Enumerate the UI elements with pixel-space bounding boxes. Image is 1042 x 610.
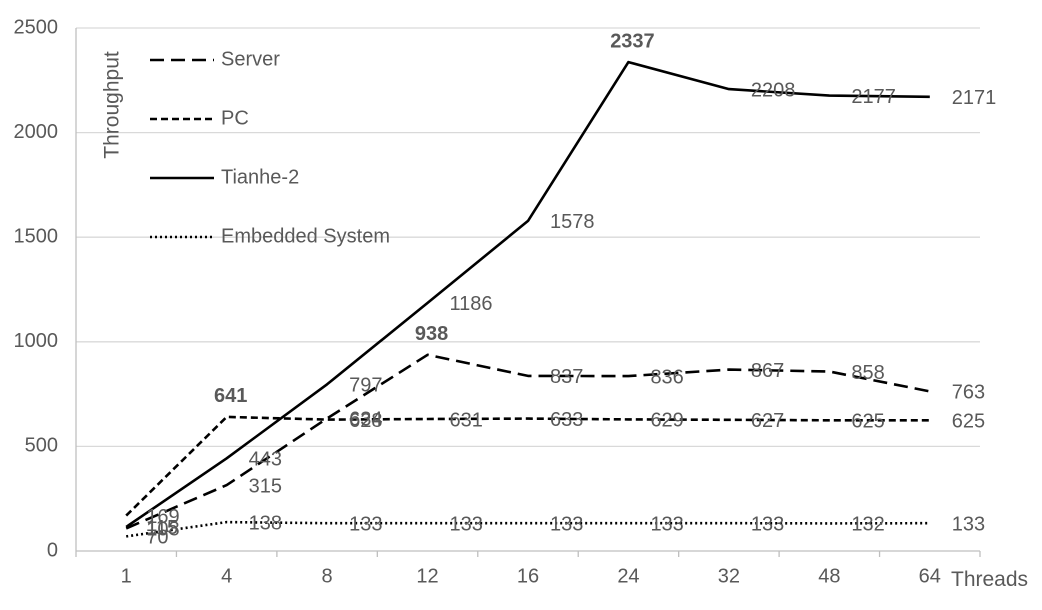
data-label-pc: 625 <box>952 411 985 433</box>
legend: Server PC Tianhe-2 Embedded System <box>150 48 390 247</box>
data-label-server: 315 <box>249 475 282 497</box>
x-tick-label: 48 <box>818 565 840 587</box>
data-label-embedded-system: 132 <box>851 514 884 536</box>
series-line-tianhe-2 <box>125 60 930 528</box>
data-label-tianhe-2: 2177 <box>851 86 896 108</box>
data-label-embedded-system: 133 <box>650 513 683 535</box>
gridlines <box>76 27 980 448</box>
legend-label-embedded-system: Embedded System <box>221 225 390 247</box>
y-tick-label: 1000 <box>14 330 59 352</box>
y-tick-label: 2000 <box>14 121 59 143</box>
x-tick-label: 4 <box>221 565 232 587</box>
data-label-server: 858 <box>851 362 884 384</box>
data-label-embedded-system: 70 <box>146 527 168 549</box>
x-tick-labels: 1 4 8 12 16 24 32 48 64 <box>121 565 941 587</box>
series-lines <box>125 60 931 538</box>
data-label-pc: 625 <box>851 411 884 433</box>
data-label-server: 837 <box>550 366 583 388</box>
data-label-pc: 631 <box>450 409 483 431</box>
data-label-pc: 169 <box>146 506 179 528</box>
data-label-server: 634 <box>349 409 382 431</box>
y-tick-label: 1500 <box>14 225 59 247</box>
data-label-server: 938 <box>415 323 448 345</box>
data-label-embedded-system: 133 <box>952 513 985 535</box>
x-tick-label: 16 <box>517 565 539 587</box>
data-label-tianhe-2: 115 <box>146 517 178 539</box>
data-label-tianhe-2: 797 <box>349 375 382 397</box>
data-labels: 108 315 634 938 837 836 867 858 763 169 641 628 631 6… <box>146 30 996 548</box>
data-label-server: 867 <box>751 360 784 382</box>
data-label-pc: 628 <box>349 410 382 432</box>
axes <box>75 28 981 557</box>
data-label-pc: 641 <box>214 385 247 407</box>
x-tick-label: 8 <box>322 565 333 587</box>
data-label-server: 763 <box>952 382 985 404</box>
data-label-embedded-system: 133 <box>349 513 382 535</box>
data-label-server: 108 <box>146 519 179 541</box>
series-line-embedded-system <box>126 520 930 538</box>
data-label-embedded-system: 133 <box>751 513 784 535</box>
data-label-tianhe-2: 443 <box>249 449 282 471</box>
data-label-tianhe-2: 1186 <box>450 293 493 315</box>
y-tick-label: 0 <box>47 539 58 561</box>
data-label-tianhe-2: 1578 <box>550 211 595 233</box>
legend-label-tianhe-2: Tianhe-2 <box>221 166 299 188</box>
x-tick-label: 1 <box>121 565 132 587</box>
data-label-server: 836 <box>650 366 683 388</box>
y-tick-labels: 0 500 1000 1500 2000 2500 <box>14 16 59 561</box>
legend-label-server: Server <box>221 48 280 70</box>
x-axis-title: Threads <box>951 568 1028 591</box>
data-label-tianhe-2: 2171 <box>952 87 997 109</box>
x-tick-label: 32 <box>718 565 740 587</box>
x-tick-label: 24 <box>617 565 639 587</box>
data-label-pc: 629 <box>650 410 683 432</box>
series-line-pc <box>125 415 930 517</box>
y-axis-title: Throughput <box>101 51 124 159</box>
data-label-tianhe-2: 2208 <box>751 79 796 101</box>
data-label-embedded-system: 138 <box>249 512 282 534</box>
legend-label-pc: PC <box>221 107 249 129</box>
x-tick-label: 64 <box>919 565 941 587</box>
data-label-pc: 627 <box>751 410 784 432</box>
y-tick-label: 500 <box>25 435 58 457</box>
data-label-embedded-system: 133 <box>450 513 483 535</box>
series-line-server <box>125 353 931 530</box>
data-label-tianhe-2: 2337 <box>610 30 655 52</box>
data-label-pc: 633 <box>550 409 583 431</box>
y-tick-label: 2500 <box>14 16 59 38</box>
x-tick-label: 12 <box>416 565 438 587</box>
data-label-embedded-system: 133 <box>550 513 583 535</box>
